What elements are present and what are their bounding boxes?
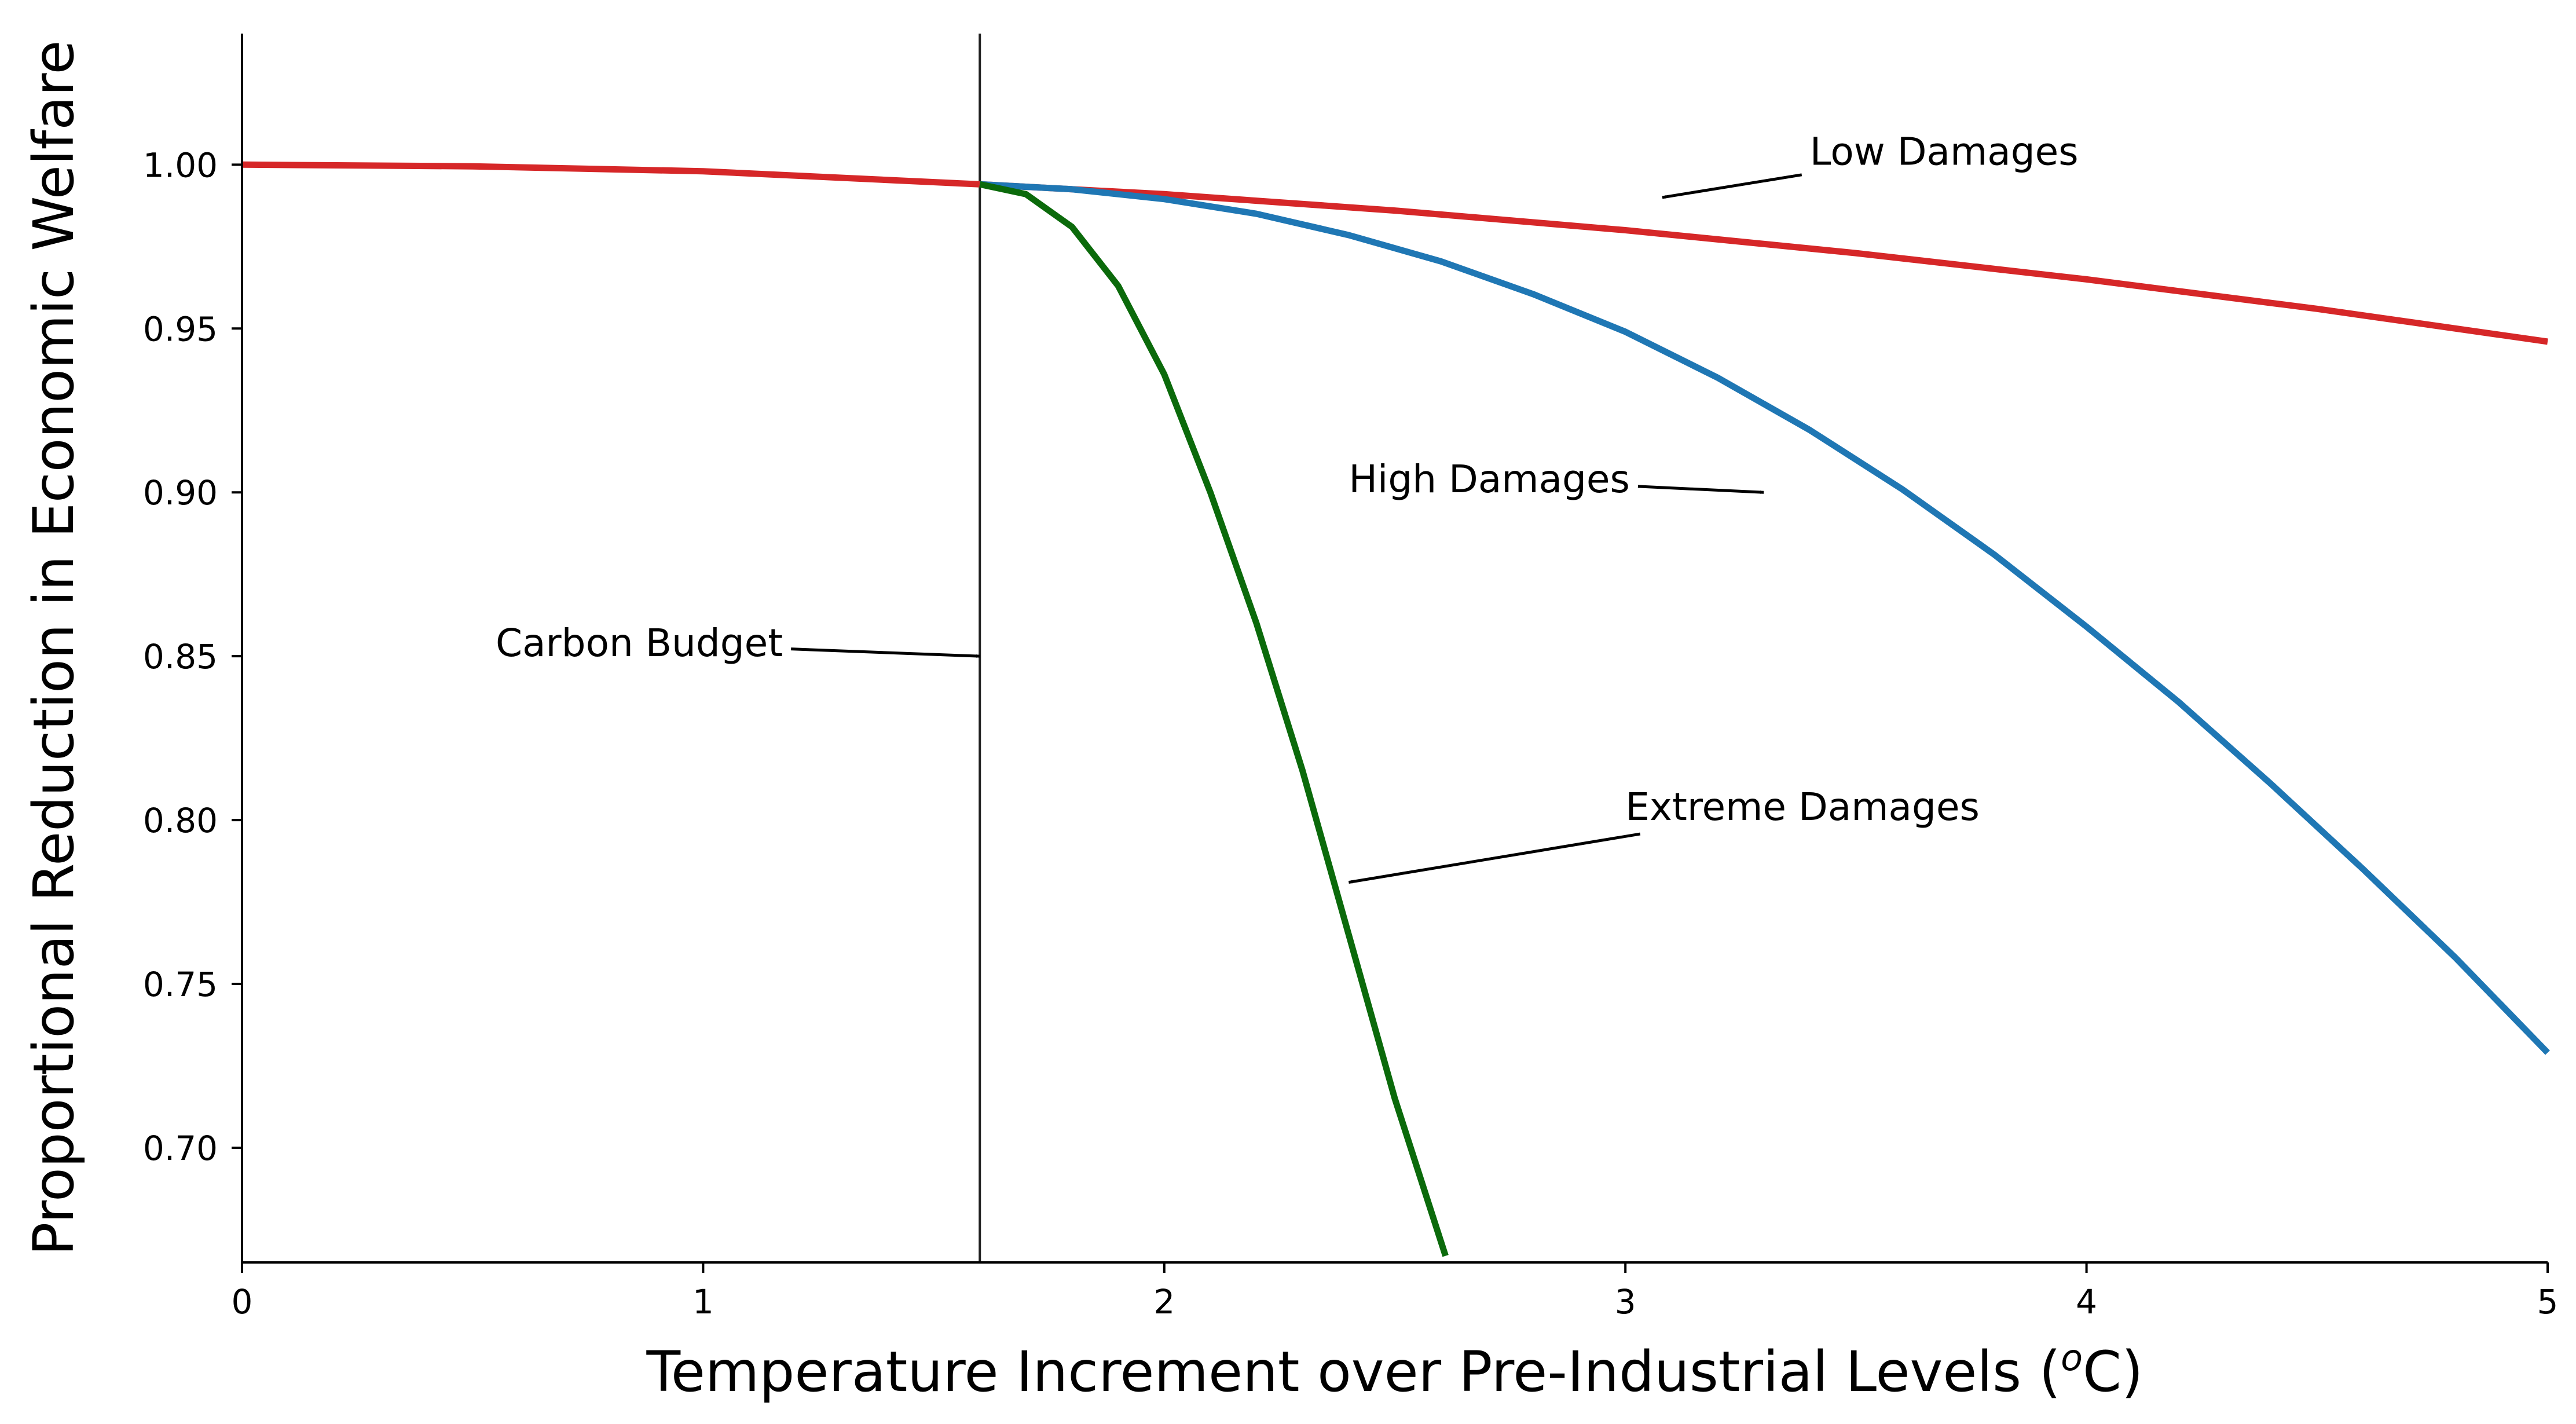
annotation-arrow-budget (791, 647, 980, 658)
y-tick-label: 0.80 (143, 801, 218, 840)
axes (241, 34, 2548, 1264)
y-tick-label: 0.90 (143, 473, 218, 513)
series-line-low (241, 161, 2548, 345)
y-tick-label: 0.75 (143, 965, 218, 1004)
ticks: 0 1 2 3 4 5 0.70 0.75 0.80 0.85 0.90 0.95 1.00 (143, 145, 2559, 1321)
y-tick-label: 0.85 (143, 637, 218, 676)
annotation-arrow-low (1662, 173, 1802, 199)
y-axis-title: Proportional Reduction in Economic Welfa… (21, 40, 86, 1255)
series-line-extreme (979, 181, 1449, 1257)
y-tick-label: 1.00 (143, 145, 218, 185)
x-axis-title-superscript: o (2061, 1337, 2083, 1379)
x-tick-label: 4 (2076, 1282, 2097, 1321)
annotation-arrow-high (1637, 485, 1764, 494)
plot-area (241, 34, 2550, 1262)
series-line-high (979, 181, 2550, 1055)
annotation-arrow-extreme (1348, 832, 1641, 884)
annotations: Low Damages High Damages Carbon Budget Extr… (496, 129, 2079, 884)
x-tick-label: 1 (692, 1282, 714, 1321)
y-tick-label: 0.70 (143, 1129, 218, 1168)
x-tick-label: 3 (1615, 1282, 1636, 1321)
x-axis-title: Temperature Increment over Pre-Industria… (646, 1337, 2143, 1404)
x-tick-label: 2 (1153, 1282, 1175, 1321)
annotation-low: Low Damages (1810, 129, 2079, 174)
annotation-high: High Damages (1349, 457, 1630, 501)
x-tick-label: 0 (232, 1282, 253, 1321)
annotation-budget: Carbon Budget (496, 621, 783, 665)
y-tick-label: 0.95 (143, 309, 218, 349)
x-tick-label: 5 (2537, 1282, 2559, 1321)
x-axis-title-unit: C) (2083, 1339, 2143, 1404)
annotation-extreme: Extreme Damages (1625, 785, 1980, 829)
